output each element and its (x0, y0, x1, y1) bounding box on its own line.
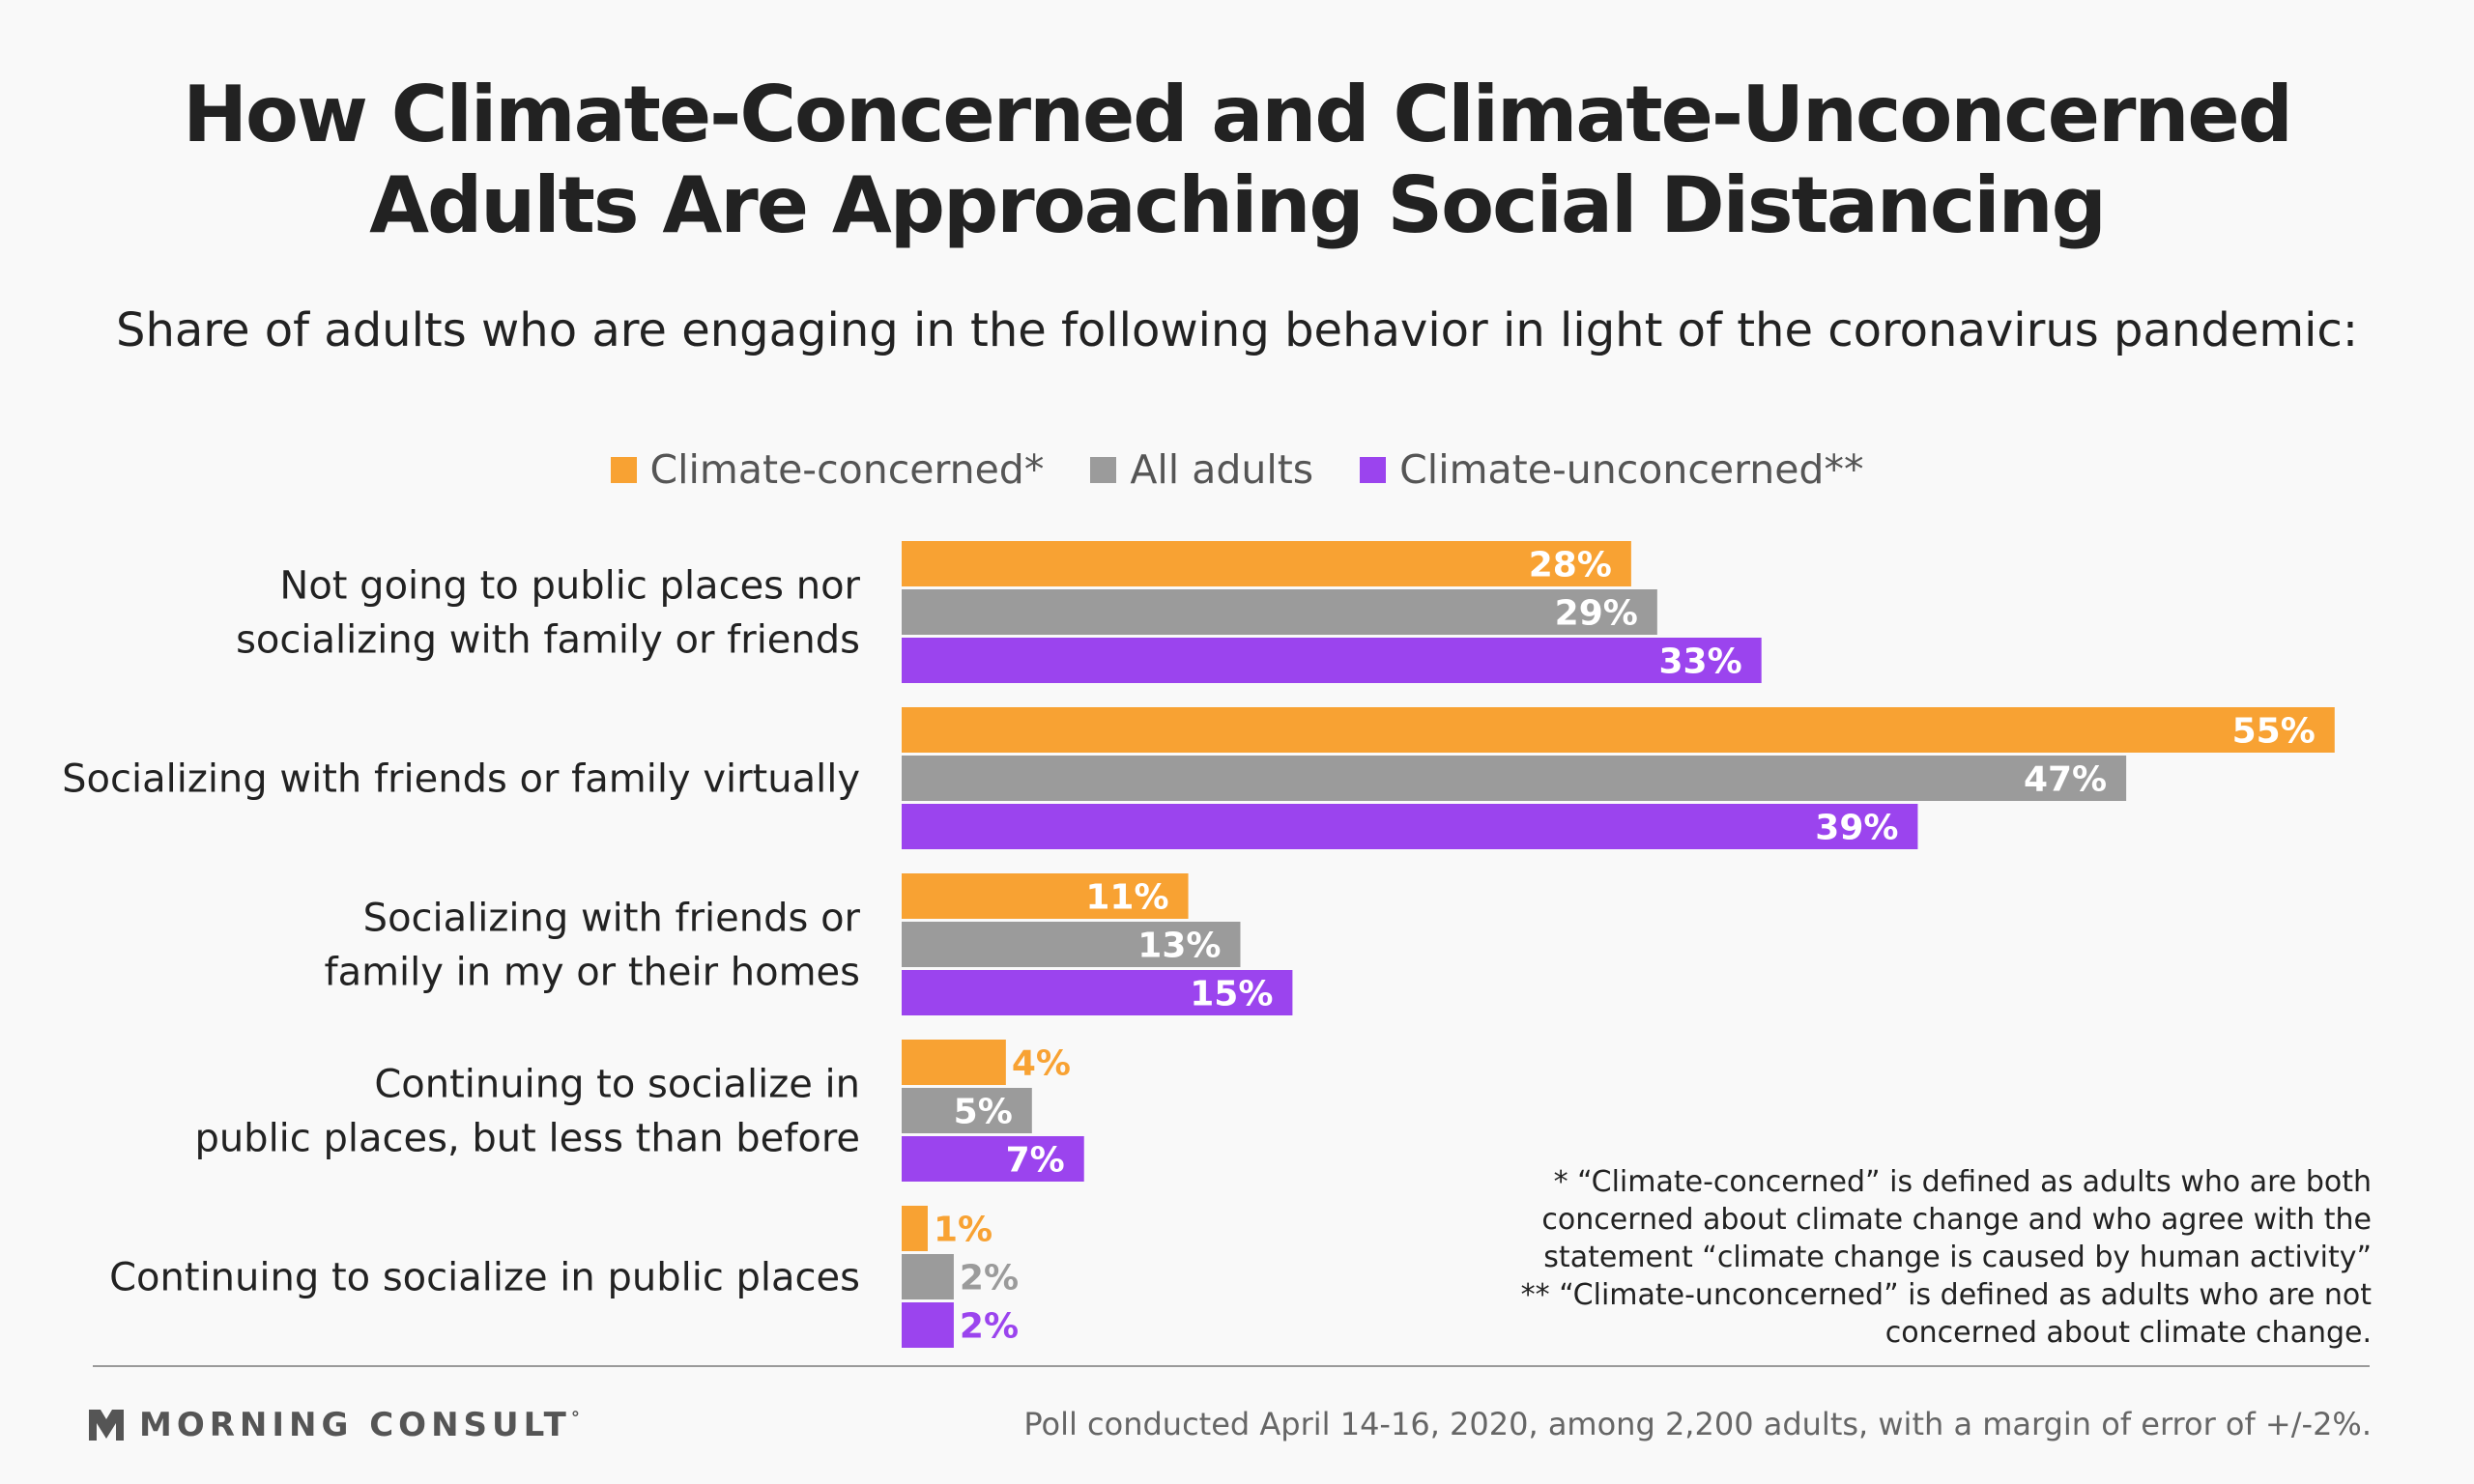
brand-name: MORNING CONSULT° (139, 1406, 580, 1444)
legend-item-climate-unconcerned: Climate-unconcerned** (1360, 446, 1863, 493)
category-label-1-line-2: socializing with family or friends (236, 618, 860, 663)
legend-swatch-all-adults (1090, 456, 1117, 483)
category-label-4-line-1: Continuing to socialize in (374, 1063, 860, 1107)
chart-title-line-1: How Climate-Concerned and Climate-Unconc… (183, 70, 2293, 159)
value-label-all-adults-5: 2% (960, 1259, 1019, 1298)
footnote-line-4: ** “Climate-unconcerned” is defined as a… (1520, 1278, 2372, 1312)
category-label-1: Not going to public places nor socializin… (236, 564, 860, 663)
legend-swatch-climate-concerned (610, 456, 637, 483)
category-label-2: Socializing with friends or family virtu… (62, 757, 860, 802)
footnotes: * “Climate-concerned” is defined as adul… (1309, 1163, 2372, 1352)
value-label-all-adults-4: 5% (954, 1093, 1013, 1132)
legend-label-all-adults: All adults (1130, 446, 1314, 493)
bar-climate-concerned-3 (902, 873, 1189, 919)
value-label-climate-unconcerned-4: 7% (1006, 1141, 1065, 1181)
value-label-climate-unconcerned-5: 2% (960, 1307, 1019, 1347)
legend-swatch-climate-unconcerned (1360, 456, 1387, 483)
legend-item-all-adults: All adults (1090, 446, 1313, 493)
value-label-climate-concerned-4: 4% (1012, 1044, 1071, 1084)
value-label-climate-unconcerned-3: 15% (1190, 975, 1273, 1014)
value-label-climate-unconcerned-1: 33% (1659, 642, 1742, 682)
bar-all-adults-3 (902, 922, 1241, 967)
bar-climate-unconcerned-2 (902, 804, 1918, 849)
value-label-all-adults-1: 29% (1555, 594, 1638, 634)
chart-title: How Climate-Concerned and Climate-Unconc… (0, 70, 2474, 251)
bar-climate-unconcerned-3 (902, 970, 1293, 1015)
bar-climate-unconcerned-4 (902, 1136, 1084, 1182)
bar-all-adults-1 (902, 589, 1657, 635)
bar-climate-concerned-4 (902, 1040, 1006, 1085)
chart-title-line-2: Adults Are Approaching Social Distancing (369, 160, 2107, 250)
chart-subtitle: Share of adults who are engaging in the … (115, 303, 2358, 357)
chart-legend: Climate-concerned* All adults Climate-un… (0, 446, 2474, 493)
morning-consult-chevron-icon (89, 1410, 124, 1441)
brand-logo: MORNING CONSULT° (89, 1406, 580, 1444)
value-label-climate-concerned-3: 11% (1085, 878, 1168, 918)
brand-name-text: MORNING CONSULT (139, 1406, 571, 1444)
value-label-all-adults-3: 13% (1137, 927, 1221, 966)
footnote-line-3: statement “climate change is caused by h… (1543, 1241, 2372, 1274)
footnote-line-5: concerned about climate change. (1884, 1316, 2372, 1350)
bar-all-adults-5 (902, 1254, 954, 1299)
category-label-1-line-1: Not going to public places nor (279, 564, 860, 609)
value-label-climate-concerned-2: 55% (2232, 712, 2316, 752)
category-label-3-line-2: family in my or their homes (325, 951, 861, 995)
bar-climate-concerned-2 (902, 707, 2335, 753)
brand-mark: ° (570, 1408, 580, 1429)
footer-divider (93, 1365, 2370, 1367)
bar-all-adults-4 (902, 1088, 1032, 1133)
legend-label-climate-unconcerned: Climate-unconcerned** (1399, 446, 1864, 493)
bar-climate-concerned-1 (902, 541, 1631, 586)
category-label-5-line-1: Continuing to socialize in public places (109, 1256, 860, 1300)
source-note: Poll conducted April 14-16, 2020, among … (1023, 1406, 2372, 1442)
bar-all-adults-2 (902, 756, 2127, 801)
category-label-3: Socializing with friends or family in my … (325, 897, 861, 995)
value-label-climate-unconcerned-2: 39% (1815, 809, 1898, 848)
legend-item-climate-concerned: Climate-concerned* (610, 446, 1045, 493)
category-label-5: Continuing to socialize in public places (109, 1256, 860, 1300)
category-label-4-line-2: public places, but less than before (194, 1117, 860, 1161)
category-label-3-line-1: Socializing with friends or (363, 897, 861, 941)
footnote-line-1: * “Climate-concerned” is defined as adul… (1553, 1165, 2372, 1199)
value-label-climate-concerned-5: 1% (934, 1211, 992, 1250)
legend-label-climate-concerned: Climate-concerned* (649, 446, 1045, 493)
category-label-2-line-1: Socializing with friends or family virtu… (62, 757, 860, 802)
category-label-4: Continuing to socialize in public places,… (194, 1063, 860, 1161)
value-label-all-adults-2: 47% (2024, 760, 2107, 800)
footnote-line-2: concerned about climate change and who a… (1541, 1203, 2372, 1237)
bar-climate-unconcerned-5 (902, 1302, 954, 1348)
value-label-climate-concerned-1: 28% (1529, 546, 1612, 585)
bar-climate-concerned-5 (902, 1206, 928, 1251)
bar-climate-unconcerned-1 (902, 638, 1762, 683)
